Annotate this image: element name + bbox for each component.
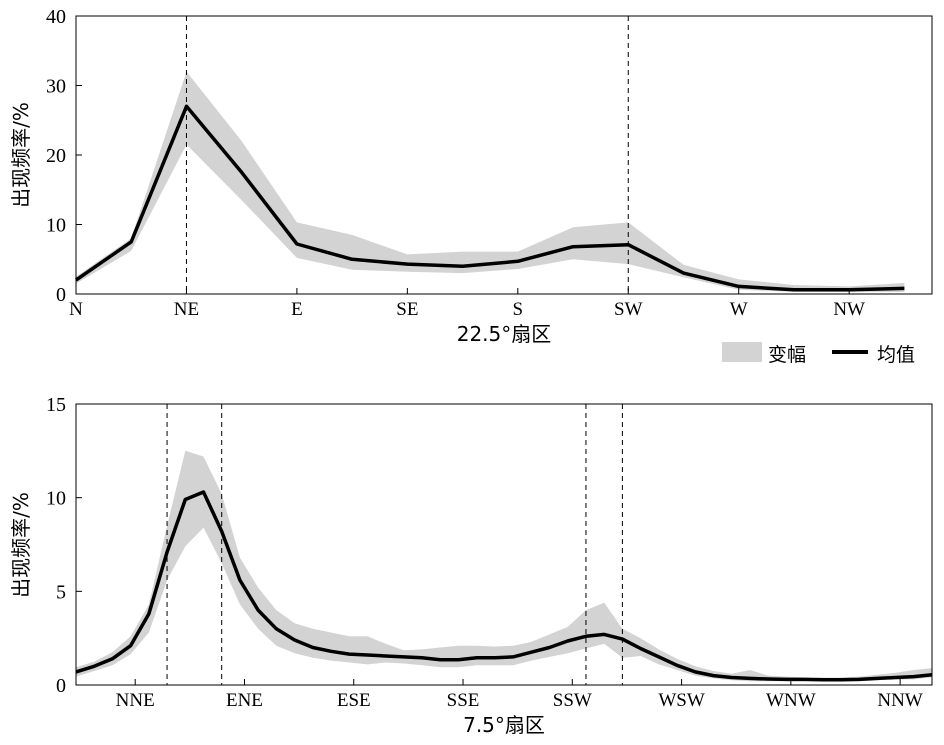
mean-line <box>75 104 905 292</box>
y-tick-label: 15 <box>46 394 66 416</box>
y-tick-label: 20 <box>46 145 66 167</box>
y-tick-label: 0 <box>56 284 66 306</box>
x-tick-label: SE <box>396 299 418 320</box>
x-axis-label: 7.5°扇区 <box>463 713 545 737</box>
y-tick-label: 0 <box>56 675 66 697</box>
x-tick-label: NNW <box>877 690 922 711</box>
x-tick-label: ESE <box>337 690 371 711</box>
y-tick-label: 10 <box>46 488 66 510</box>
legend-line-label: 均值 <box>877 344 915 366</box>
legend: 变幅 均值 <box>722 342 915 366</box>
x-tick-label: E <box>291 299 303 320</box>
bottom-chart-panel: 0 5 10 15 NNE ENE ESE SSE SSW WSW WNW NNW 7.5°扇区 出现频率… <box>9 394 933 737</box>
y-axis-label: 出现频率/% <box>9 492 33 598</box>
x-tick-label: NE <box>174 299 199 320</box>
x-tick-label: SSW <box>553 690 592 711</box>
y-tick-label: 10 <box>46 215 66 237</box>
x-tick-label: WNW <box>766 690 816 711</box>
x-tick-label: SW <box>614 299 643 320</box>
legend-band-swatch <box>722 342 762 362</box>
x-tick-label: S <box>513 299 524 320</box>
y-tick-label: 30 <box>46 76 66 98</box>
x-tick-label: SSE <box>447 690 480 711</box>
y-tick-label: 40 <box>46 6 66 28</box>
x-tick-label: WSW <box>658 690 705 711</box>
variation-band <box>76 450 932 682</box>
mean-line <box>75 490 933 682</box>
variation-band <box>76 71 905 292</box>
x-tick-label: NNE <box>116 690 155 711</box>
legend-band-label: 变幅 <box>768 344 806 366</box>
x-tick-label: N <box>69 299 83 320</box>
x-tick-label: NW <box>833 299 865 320</box>
plot-frame <box>75 403 933 686</box>
x-axis-label: 22.5°扇区 <box>457 322 552 346</box>
x-tick-label: ENE <box>226 690 263 711</box>
y-tick-label: 5 <box>56 581 66 603</box>
top-chart-panel: 0 10 20 30 40 N NE E SE S SW W NW 22.5°扇区 出现频率/% <box>9 6 933 346</box>
x-tick-label: W <box>730 299 748 320</box>
y-axis-label: 出现频率/% <box>9 102 33 208</box>
